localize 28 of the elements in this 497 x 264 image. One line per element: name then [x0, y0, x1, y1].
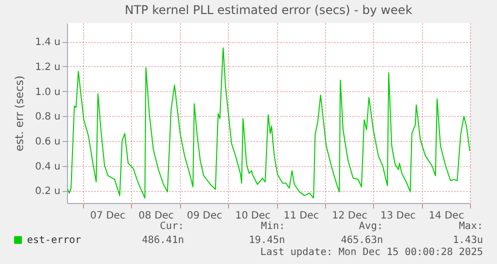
y-tick-label: 0.4 u: [35, 161, 60, 172]
text: Avg:: [358, 221, 383, 232]
y-tick-label: 0.2 u: [35, 186, 60, 198]
legend-label: est-error: [27, 235, 82, 246]
text: Max:: [458, 221, 483, 232]
text: Min:: [260, 221, 285, 232]
text: 486.41n: [142, 235, 184, 246]
x-tick-label: 08 Dec: [138, 210, 174, 222]
x-tick-label: 12 Dec: [332, 210, 368, 222]
y-tick-label: 1.2 u: [35, 62, 60, 73]
text: 19.45n: [248, 235, 285, 246]
line-series: [67, 47, 470, 199]
x-tick-label: 07 Dec: [90, 210, 126, 222]
y-tick-label: 1.0 u: [35, 86, 60, 98]
y-tick-label: 0.8 u: [35, 112, 60, 123]
x-tick-label: 14 Dec: [428, 210, 464, 222]
x-tick-label: 13 Dec: [380, 210, 416, 222]
text: Cur:: [160, 221, 184, 232]
y-axis-title: est. err (secs): [13, 76, 26, 152]
x-tick-label: 10 Dec: [235, 210, 271, 222]
text: 1.43u: [452, 235, 483, 246]
x-tick-label: 11 Dec: [284, 210, 319, 222]
text: 465.63n: [340, 235, 383, 246]
x-tick-label: 09 Dec: [186, 210, 222, 222]
text: Last update: Mon Dec 15 00:00:28 2025: [260, 247, 483, 258]
y-tick-label: 1.4 u: [35, 37, 60, 48]
chart-title: NTP kernel PLL estimated error (secs) - by week: [124, 3, 412, 17]
y-tick-label: 0.6 u: [35, 136, 60, 148]
